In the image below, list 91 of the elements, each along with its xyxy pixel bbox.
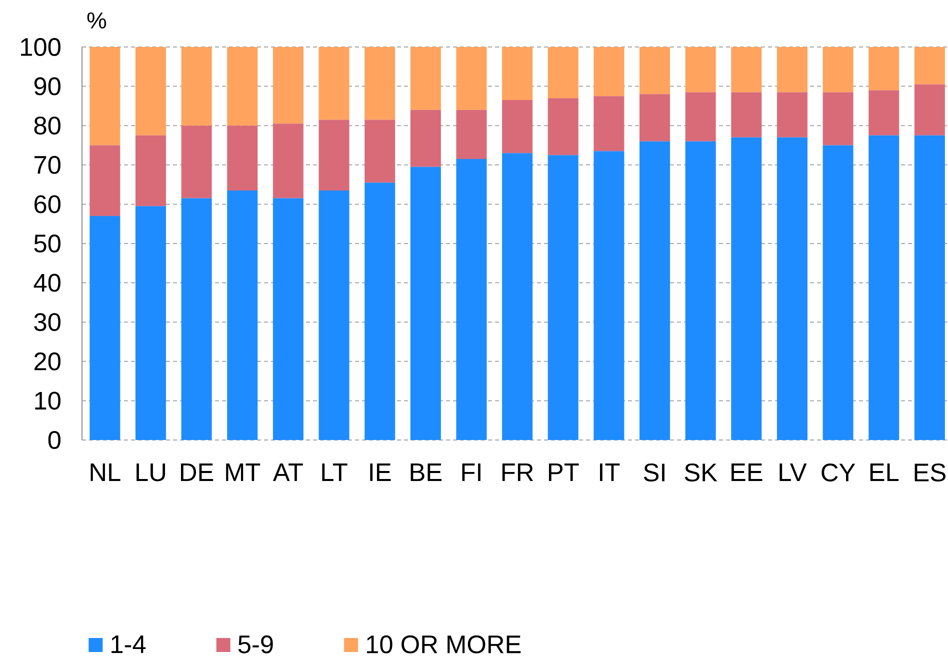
bar <box>410 110 441 167</box>
legend-label: 5-9 <box>238 635 273 654</box>
bar <box>318 120 350 190</box>
x-tick-label: FI <box>462 464 480 481</box>
bar <box>181 46 212 126</box>
bar <box>594 151 624 440</box>
bar <box>364 182 396 440</box>
bar <box>181 126 212 198</box>
bar <box>227 46 258 126</box>
bar <box>135 206 166 440</box>
bar <box>410 46 441 110</box>
bar <box>181 198 212 440</box>
bar <box>914 46 945 84</box>
bar <box>90 145 120 216</box>
x-tick-label: FR <box>502 464 534 481</box>
bar <box>502 100 533 154</box>
x-tick-label: CY <box>822 464 856 482</box>
x-tick-label: ES <box>914 464 946 482</box>
bar <box>776 92 808 138</box>
bar <box>90 216 120 440</box>
bar <box>685 92 716 142</box>
bar <box>227 126 258 190</box>
bar <box>868 90 900 136</box>
y-tick-label: 100 <box>21 38 60 56</box>
bar <box>594 46 624 96</box>
bar <box>776 137 808 440</box>
y-tick-label: 30 <box>34 313 60 332</box>
bar <box>914 84 945 136</box>
bar <box>685 141 716 440</box>
bar <box>272 46 304 124</box>
y-tick-label: 80 <box>34 116 60 135</box>
bar <box>640 141 670 440</box>
bar <box>318 46 350 120</box>
bar <box>822 145 854 440</box>
bar <box>318 190 350 440</box>
bar <box>731 137 762 440</box>
bar <box>822 46 854 92</box>
bar <box>364 46 396 120</box>
x-tick-label: AT <box>272 464 303 481</box>
y-tick-label: 20 <box>34 352 60 370</box>
bar <box>502 46 533 100</box>
bar <box>822 92 854 146</box>
y-tick-label: 50 <box>34 234 60 252</box>
x-tick-label: BE <box>410 464 442 481</box>
y-tick-label: 70 <box>34 156 60 174</box>
x-tick-label: EL <box>870 464 899 481</box>
x-tick-label: MT <box>226 464 260 481</box>
bar <box>272 198 304 440</box>
bar <box>776 46 808 92</box>
y-tick-label: 40 <box>34 274 60 292</box>
bar <box>364 120 396 183</box>
bar <box>640 94 670 142</box>
legend-label: 10 OR MORE <box>366 635 521 654</box>
bar <box>135 46 166 136</box>
bar <box>456 110 487 159</box>
x-tick-label: NL <box>90 464 120 481</box>
bar <box>914 135 945 440</box>
bar <box>456 46 487 110</box>
legend-label: 1-4 <box>112 636 146 653</box>
x-tick-label: LU <box>136 464 166 482</box>
bar <box>640 46 670 94</box>
bar <box>731 46 762 92</box>
x-tick-label: SI <box>644 464 664 482</box>
x-tick-label: IT <box>600 464 620 481</box>
x-tick-label: EE <box>732 464 762 481</box>
bar <box>868 46 900 90</box>
y-tick-label: 0 <box>48 431 60 449</box>
x-tick-label: PT <box>548 464 579 481</box>
x-tick-label: SK <box>684 464 718 482</box>
y-tick-label: 90 <box>34 77 60 96</box>
x-tick-label: LV <box>780 464 807 481</box>
bar <box>502 153 533 440</box>
y-tick-label: 10 <box>35 392 60 410</box>
bar <box>548 155 578 440</box>
x-tick-label: IE <box>370 464 391 481</box>
bar <box>685 46 716 92</box>
bar <box>227 190 258 440</box>
y-axis-title: % <box>87 12 106 28</box>
bar <box>548 98 578 156</box>
bar <box>272 124 304 198</box>
x-tick-label: DE <box>180 464 214 481</box>
x-tick-label: LT <box>322 464 348 481</box>
bar <box>868 135 900 440</box>
bar <box>731 92 762 138</box>
bar <box>410 166 441 440</box>
bar <box>594 96 624 152</box>
y-tick-label: 60 <box>34 195 60 214</box>
bar <box>456 159 487 440</box>
bar <box>548 46 578 98</box>
bar <box>90 46 120 146</box>
bar <box>135 135 166 206</box>
